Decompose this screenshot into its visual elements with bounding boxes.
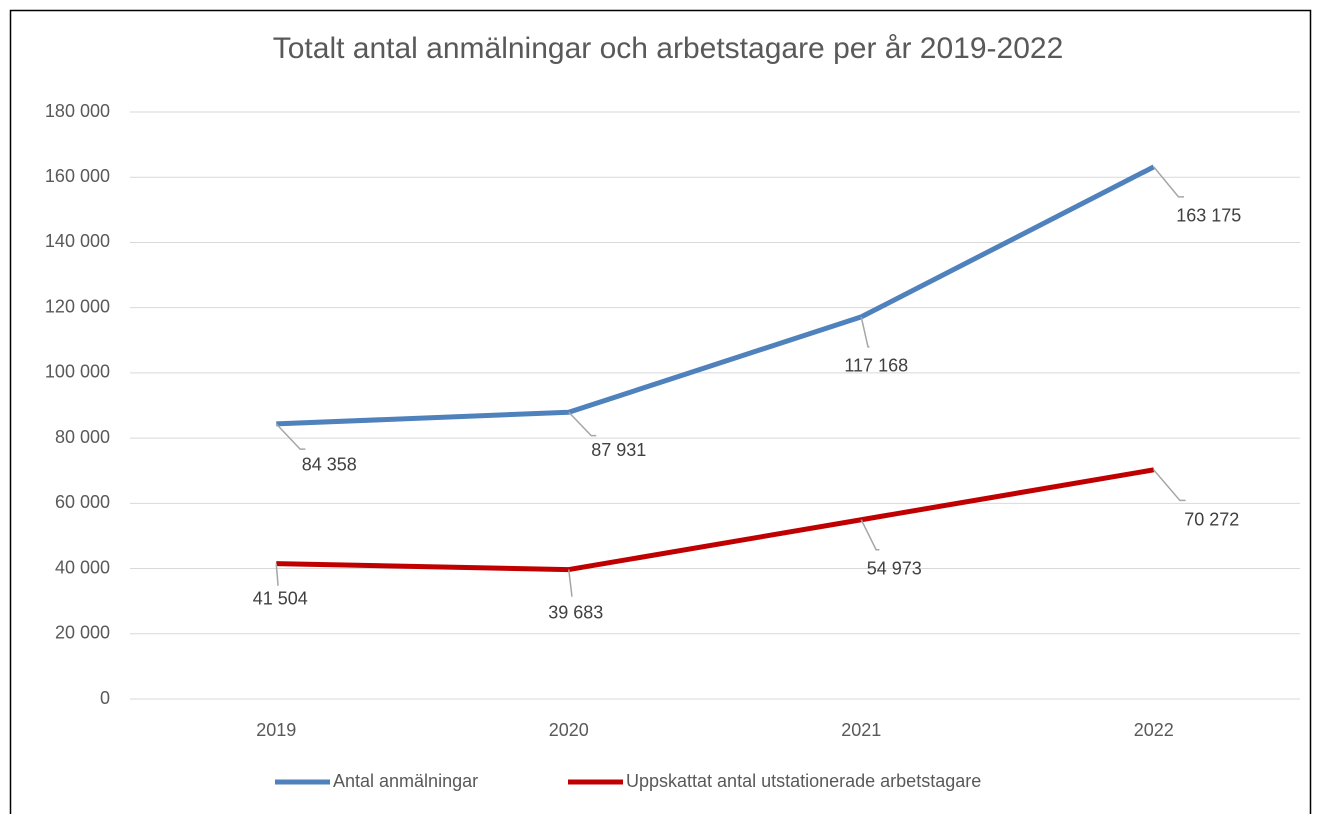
legend-label: Antal anmälningar (333, 771, 478, 791)
data-label: 54 973 (867, 558, 922, 578)
data-label: 87 931 (591, 440, 646, 460)
y-tick-label: 0 (100, 688, 110, 708)
data-label: 70 272 (1184, 510, 1239, 530)
y-tick-label: 180 000 (45, 101, 110, 121)
leader-line (860, 316, 870, 348)
y-tick-label: 20 000 (55, 623, 110, 643)
data-label: 84 358 (302, 455, 357, 475)
leader-line (275, 423, 306, 450)
data-label: 39 683 (548, 602, 603, 622)
x-tick-label: 2021 (841, 720, 881, 740)
line-series (276, 467, 1155, 573)
legend-label: Uppskattat antal utstationerade arbetsta… (626, 771, 981, 791)
x-tick-label: 2022 (1134, 720, 1174, 740)
y-tick-label: 160 000 (45, 166, 110, 186)
data-label: 163 175 (1176, 206, 1241, 226)
y-tick-label: 80 000 (55, 427, 110, 447)
y-tick-label: 120 000 (45, 296, 110, 316)
line-series (276, 164, 1155, 427)
chart-title: Totalt antal anmälningar och arbetstagar… (273, 32, 1064, 65)
data-label: 117 168 (844, 356, 908, 376)
leader-line (860, 519, 880, 551)
x-tick-label: 2020 (549, 720, 589, 740)
leader-line (568, 411, 597, 437)
y-tick-label: 60 000 (55, 492, 110, 512)
leader-line (275, 563, 279, 587)
leader-line (1153, 469, 1186, 502)
y-tick-label: 100 000 (45, 362, 110, 382)
data-label: 41 504 (253, 588, 308, 608)
y-tick-label: 140 000 (45, 231, 110, 251)
x-tick-label: 2019 (256, 720, 296, 740)
chart-frame (9, 9, 1312, 814)
y-tick-label: 40 000 (55, 557, 110, 577)
leader-line (568, 569, 573, 597)
leader-line (1153, 166, 1184, 198)
